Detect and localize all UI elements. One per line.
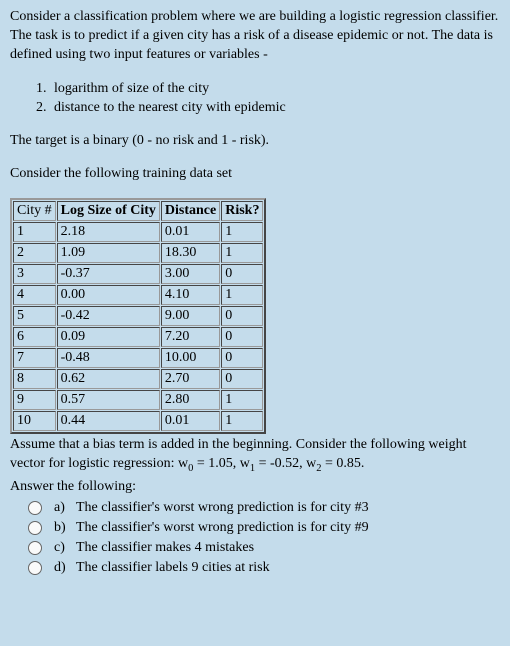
option-d[interactable]: d) The classifier labels 9 cities at ris…: [10, 558, 500, 578]
table-cell: 0: [221, 327, 263, 347]
answer-prompt: Answer the following:: [10, 478, 500, 497]
table-cell: 2.80: [161, 390, 220, 410]
table-row: 5-0.429.000: [13, 306, 263, 326]
feature-2-text: distance to the nearest city with epidem…: [54, 98, 286, 118]
header-risk: Risk?: [221, 201, 263, 221]
option-b[interactable]: b) The classifier's worst wrong predicti…: [10, 518, 500, 538]
table-cell: 0: [221, 306, 263, 326]
option-c-text: The classifier makes 4 mistakes: [76, 540, 254, 556]
table-cell: -0.42: [57, 306, 160, 326]
table-cell: 6: [13, 327, 56, 347]
table-cell: 1: [221, 390, 263, 410]
feature-2-num: 2.: [36, 98, 54, 118]
table-cell: 10: [13, 411, 56, 431]
table-cell: 1: [221, 222, 263, 242]
header-distance: Distance: [161, 201, 220, 221]
radio-icon[interactable]: [28, 501, 42, 515]
problem-intro: Consider a classification problem where …: [10, 8, 500, 65]
table-cell: 0.09: [57, 327, 160, 347]
table-row: 21.0918.301: [13, 243, 263, 263]
feature-list: 1. logarithm of size of the city 2. dist…: [36, 79, 500, 118]
weights-mid1: = 1.05, w: [193, 456, 250, 471]
option-b-text: The classifier's worst wrong prediction …: [76, 520, 369, 536]
table-cell: 7.20: [161, 327, 220, 347]
table-cell: 4.10: [161, 285, 220, 305]
radio-icon[interactable]: [28, 561, 42, 575]
table-cell: 0.57: [57, 390, 160, 410]
option-d-text: The classifier labels 9 cities at risk: [76, 560, 270, 576]
feature-2: 2. distance to the nearest city with epi…: [36, 98, 500, 118]
option-d-label: d): [54, 560, 76, 576]
target-description: The target is a binary (0 - no risk and …: [10, 132, 500, 151]
table-cell: 1: [221, 243, 263, 263]
table-row: 100.440.011: [13, 411, 263, 431]
table-cell: 1: [221, 411, 263, 431]
table-cell: 0.01: [161, 222, 220, 242]
table-cell: 1: [13, 222, 56, 242]
table-cell: -0.48: [57, 348, 160, 368]
table-cell: 9: [13, 390, 56, 410]
table-cell: -0.37: [57, 264, 160, 284]
table-row: 60.097.200: [13, 327, 263, 347]
table-cell: 1.09: [57, 243, 160, 263]
table-cell: 0: [221, 348, 263, 368]
table-row: 80.622.700: [13, 369, 263, 389]
option-b-label: b): [54, 520, 76, 536]
table-cell: 0: [221, 369, 263, 389]
table-intro: Consider the following training data set: [10, 165, 500, 184]
weights-end: = 0.85.: [322, 456, 365, 471]
table-cell: 5: [13, 306, 56, 326]
feature-1: 1. logarithm of size of the city: [36, 79, 500, 99]
table-cell: 18.30: [161, 243, 220, 263]
option-a-text: The classifier's worst wrong prediction …: [76, 500, 369, 516]
table-header-row: City # Log Size of City Distance Risk?: [13, 201, 263, 221]
table-row: 3-0.373.000: [13, 264, 263, 284]
answer-options: a) The classifier's worst wrong predicti…: [10, 498, 500, 578]
table-cell: 1: [221, 285, 263, 305]
table-cell: 0: [221, 264, 263, 284]
option-c[interactable]: c) The classifier makes 4 mistakes: [10, 538, 500, 558]
table-cell: 10.00: [161, 348, 220, 368]
table-row: 90.572.801: [13, 390, 263, 410]
weights-mid2: = -0.52, w: [255, 456, 316, 471]
option-a[interactable]: a) The classifier's worst wrong predicti…: [10, 498, 500, 518]
option-c-label: c): [54, 540, 76, 556]
table-cell: 9.00: [161, 306, 220, 326]
radio-icon[interactable]: [28, 541, 42, 555]
table-cell: 3: [13, 264, 56, 284]
feature-1-num: 1.: [36, 79, 54, 99]
table-cell: 0.62: [57, 369, 160, 389]
table-cell: 3.00: [161, 264, 220, 284]
table-cell: 2.70: [161, 369, 220, 389]
header-logsize: Log Size of City: [57, 201, 160, 221]
feature-1-text: logarithm of size of the city: [54, 79, 209, 99]
table-cell: 0.00: [57, 285, 160, 305]
option-a-label: a): [54, 500, 76, 516]
table-cell: 8: [13, 369, 56, 389]
table-row: 40.004.101: [13, 285, 263, 305]
radio-icon[interactable]: [28, 521, 42, 535]
table-cell: 7: [13, 348, 56, 368]
header-city: City #: [13, 201, 56, 221]
table-cell: 0.44: [57, 411, 160, 431]
table-row: 7-0.4810.000: [13, 348, 263, 368]
table-row: 12.180.011: [13, 222, 263, 242]
weights-line: Assume that a bias term is added in the …: [10, 436, 500, 476]
training-data-table: City # Log Size of City Distance Risk? 1…: [10, 198, 266, 434]
table-cell: 2: [13, 243, 56, 263]
table-cell: 0.01: [161, 411, 220, 431]
table-cell: 2.18: [57, 222, 160, 242]
table-cell: 4: [13, 285, 56, 305]
